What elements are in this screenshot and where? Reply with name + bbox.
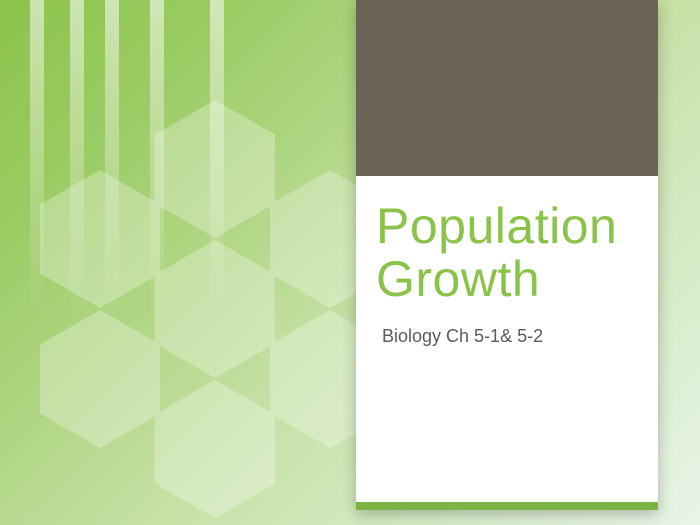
bg-stripe	[70, 0, 84, 525]
slide-subtitle: Biology Ch 5-1& 5-2	[376, 326, 638, 347]
bg-stripe	[105, 0, 119, 525]
bg-stripe	[210, 0, 224, 525]
title-card: Population Growth Biology Ch 5-1& 5-2	[356, 0, 658, 510]
slide-title: Population Growth	[376, 200, 638, 306]
slide: Population Growth Biology Ch 5-1& 5-2	[0, 0, 700, 525]
card-body: Population Growth Biology Ch 5-1& 5-2	[356, 176, 658, 347]
bg-stripe	[150, 0, 164, 525]
card-header-block	[356, 0, 658, 176]
bg-stripe	[30, 0, 44, 525]
